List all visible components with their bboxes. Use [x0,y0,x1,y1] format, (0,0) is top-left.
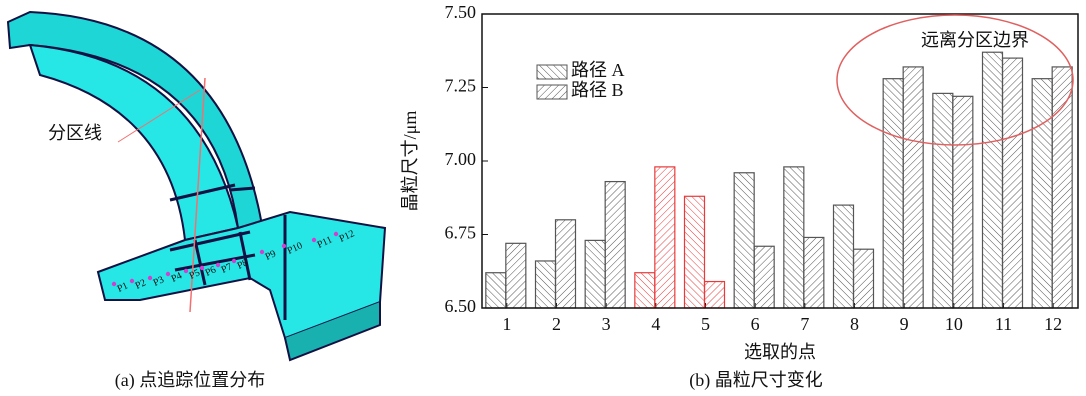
bar [655,167,675,308]
bar [506,243,526,308]
x-tick-label: 6 [751,314,760,334]
bar [784,167,804,308]
x-tick-label: 11 [995,314,1012,334]
bar [556,220,576,308]
x-axis-label: 选取的点 [744,342,816,362]
legend-swatch [537,85,567,99]
legend-swatch [537,65,567,79]
y-tick-label: 7.00 [445,149,477,169]
y-tick-label: 7.25 [445,76,477,96]
bar [585,240,605,308]
bar [1003,58,1023,308]
x-tick-label: 8 [850,314,859,334]
x-tick-label: 3 [602,314,611,334]
caption-b: (b) 晶粒尺寸变化 [689,370,823,391]
y-tick-label: 6.50 [445,296,477,316]
y-tick-label: 7.50 [445,2,477,22]
partition-label: 分区线 [48,123,102,143]
x-tick-label: 10 [945,314,963,334]
bar [1032,79,1052,308]
bar [903,67,923,308]
legend-label: 路径 B [571,80,624,100]
annotation: 远离分区边界 [921,30,1029,50]
bar [536,261,556,308]
bar [486,273,506,308]
legend-label: 路径 A [571,60,625,80]
bar [953,96,973,308]
y-tick-label: 6.75 [445,223,477,243]
bar [705,282,725,308]
figure: 分区线 P1P2P3P4P5P6P7P8P9P10P11P12 (a) 点追踪位… [0,0,1086,396]
caption-a: (a) 点追踪位置分布 [115,370,265,391]
bar [854,249,874,308]
y-axis-label: 晶粒尺寸/μm [400,111,420,212]
bar [834,205,854,308]
bar [685,196,705,308]
part-drawing: 分区线 [8,12,385,360]
bar [734,173,754,308]
bar [983,52,1003,308]
x-tick-label: 4 [651,314,660,334]
x-tick-label: 7 [800,314,809,334]
bar [933,93,953,308]
x-tick-label: 12 [1044,314,1062,334]
bar [1052,67,1072,308]
x-tick-label: 2 [552,314,561,334]
bar [754,246,774,308]
x-tick-label: 1 [502,314,511,334]
x-tick-label: 9 [900,314,909,334]
bar [883,79,903,308]
x-tick-label: 5 [701,314,710,334]
bar [804,237,824,308]
bar [635,273,655,308]
bar [605,182,625,308]
